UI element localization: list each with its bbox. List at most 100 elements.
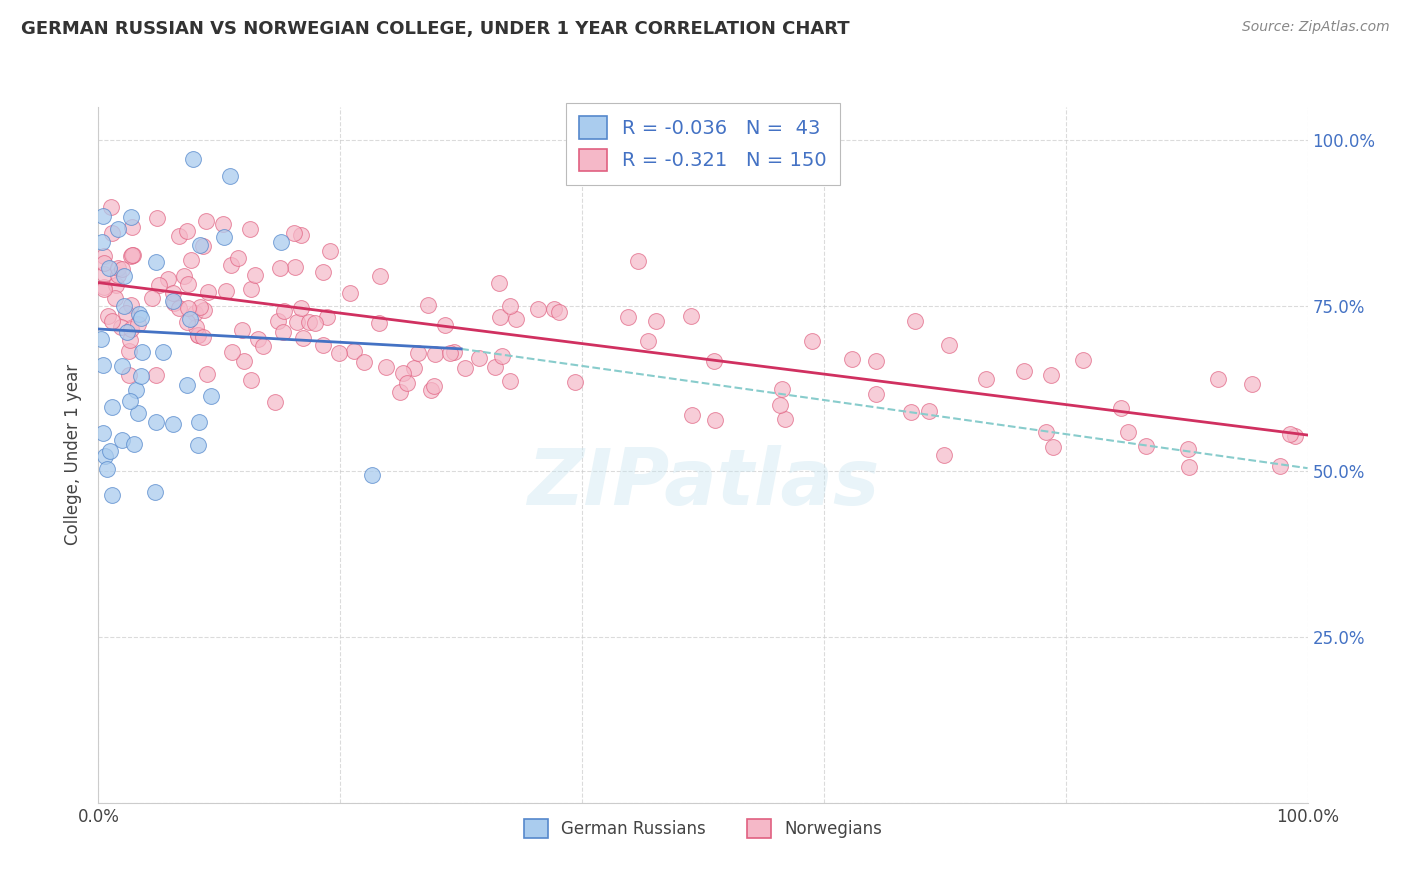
Point [143,485,166,500]
Point [104,291,127,305]
Point [122,437,145,451]
Point [177,301,200,316]
Point [188,300,211,314]
Point [420,384,443,398]
Point [627,254,650,268]
Point [270,235,292,250]
Point [156,271,179,285]
Point [290,228,312,243]
Point [180,253,202,268]
Point [527,302,550,317]
Point [418,297,440,311]
Point [177,277,200,291]
Point [186,320,208,334]
Point [104,277,127,292]
Point [1240,377,1263,392]
Point [267,314,290,328]
Point [173,269,195,284]
Point [145,255,167,269]
Point [1039,368,1062,382]
Point [110,319,132,334]
Point [91,209,114,223]
Point [1042,440,1064,454]
Point [181,153,204,167]
Point [219,259,242,273]
Point [865,354,887,368]
Point [1116,425,1139,440]
Point [91,425,114,440]
Point [918,403,941,417]
Point [115,306,138,320]
Point [353,355,375,369]
Point [388,384,411,399]
Y-axis label: College, Under 1 year: College, Under 1 year [65,364,83,546]
Point [191,329,214,343]
Point [375,359,398,374]
Point [422,379,444,393]
Point [100,443,122,458]
Point [505,311,527,326]
Point [127,406,149,420]
Point [298,316,321,330]
Point [283,226,305,240]
Point [194,213,217,227]
Point [1279,426,1302,441]
Point [284,260,307,274]
Point [162,417,184,431]
Point [702,354,724,368]
Point [127,317,149,331]
Point [443,344,465,359]
Point [361,467,384,482]
Point [395,376,418,390]
Point [240,373,263,387]
Point [904,314,927,328]
Point [214,284,236,298]
Point [183,306,205,320]
Point [93,267,115,281]
Point [111,434,134,448]
Point [328,346,350,360]
Point [219,169,242,183]
Point [120,322,142,336]
Point [101,226,124,240]
Point [773,412,796,426]
Point [93,256,115,270]
Point [900,405,922,419]
Point [221,345,243,359]
Point [96,462,118,476]
Point [128,308,150,322]
Point [97,310,120,324]
Point [312,338,335,352]
Point [291,331,314,345]
Point [974,372,997,386]
Point [145,368,167,382]
Point [107,222,129,236]
Point [423,347,446,361]
Point [434,318,457,333]
Point [200,389,222,403]
Point [368,268,391,283]
Point [122,247,145,261]
Point [245,268,267,283]
Point [239,282,262,296]
Point [246,332,269,346]
Point [498,299,520,313]
Point [195,367,218,381]
Point [118,333,141,347]
Text: GERMAN RUSSIAN VS NORWEGIAN COLLEGE, UNDER 1 YEAR CORRELATION CHART: GERMAN RUSSIAN VS NORWEGIAN COLLEGE, UND… [21,20,849,37]
Point [94,450,117,464]
Point [491,350,513,364]
Point [1071,353,1094,368]
Point [176,224,198,238]
Point [118,343,141,358]
Point [187,438,209,452]
Point [90,332,112,346]
Point [770,383,793,397]
Point [101,488,124,502]
Point [1177,460,1199,475]
Point [226,251,249,265]
Point [1109,401,1132,415]
Point [1268,459,1291,474]
Point [439,345,461,359]
Point [645,313,668,327]
